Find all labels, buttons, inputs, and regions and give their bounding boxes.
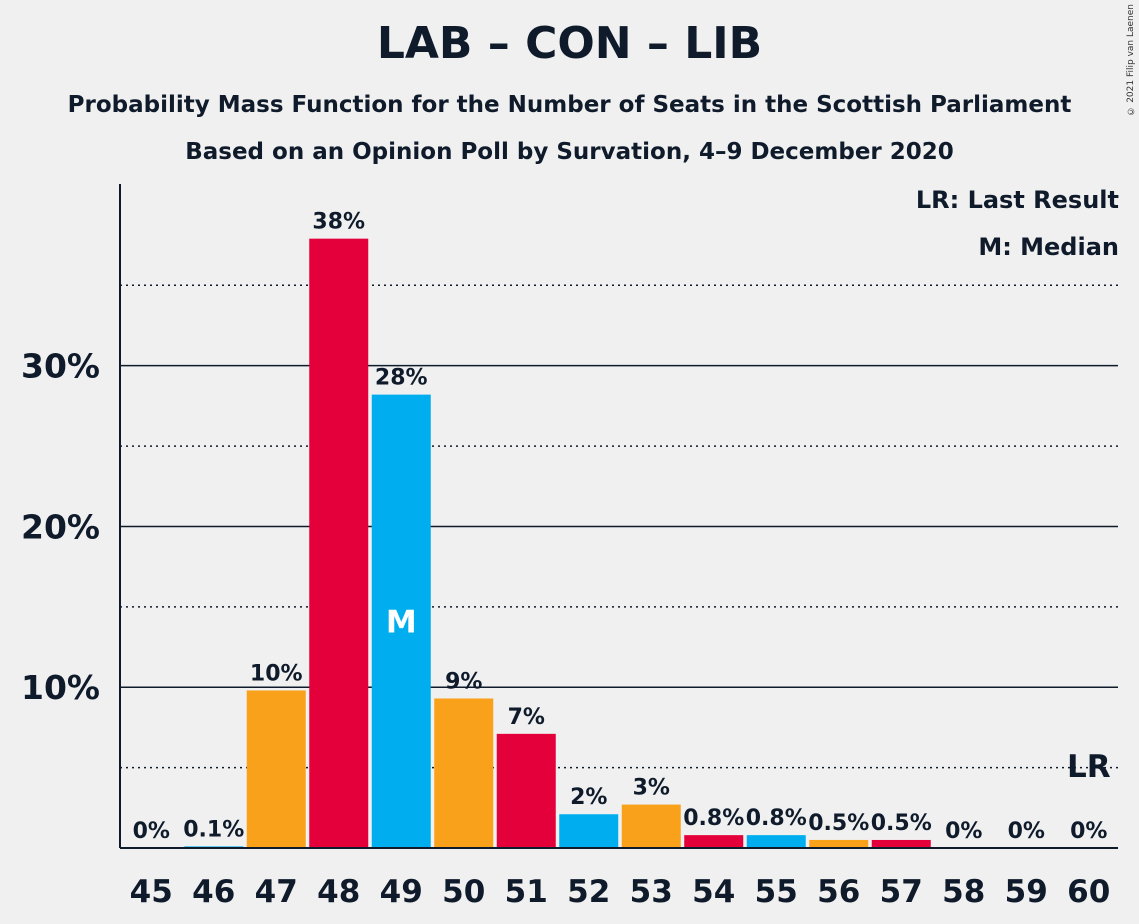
y-tick-label: 30%: [21, 347, 100, 386]
data-label-57: 0.5%: [871, 811, 932, 836]
data-label-46: 0.1%: [183, 817, 244, 842]
bar-52: [559, 814, 619, 848]
data-label-48: 38%: [312, 210, 365, 235]
x-tick-label-53: 53: [630, 874, 673, 910]
data-label-60: 0%: [1070, 819, 1107, 844]
chart-source: Based on an Opinion Poll by Survation, 4…: [185, 139, 954, 165]
median-marker: M: [386, 604, 417, 640]
x-tick-label-58: 58: [942, 874, 985, 910]
bar-51: [496, 733, 556, 848]
bar-56: [809, 839, 869, 848]
data-label-45: 0%: [133, 819, 170, 844]
x-tick-label-49: 49: [380, 874, 423, 910]
data-label-50: 9%: [445, 669, 482, 694]
bar-57: [871, 839, 931, 848]
x-tick-label-47: 47: [255, 874, 298, 910]
x-tick-label-55: 55: [755, 874, 798, 910]
data-label-55: 0.8%: [746, 806, 807, 831]
y-tick-label: 10%: [21, 668, 100, 707]
data-label-53: 3%: [633, 776, 670, 801]
x-tick-label-56: 56: [817, 874, 860, 910]
data-label-59: 0%: [1008, 819, 1045, 844]
bar-48: [309, 238, 369, 848]
last-result-marker: LR: [1067, 749, 1111, 785]
x-tick-label-52: 52: [567, 874, 610, 910]
data-label-47: 10%: [250, 661, 303, 686]
x-tick-label-45: 45: [130, 874, 173, 910]
x-tick-label-51: 51: [505, 874, 548, 910]
data-label-54: 0.8%: [683, 806, 744, 831]
data-label-49: 28%: [375, 366, 428, 391]
bar-54: [684, 835, 744, 848]
data-label-52: 2%: [570, 785, 607, 810]
data-label-51: 7%: [508, 705, 545, 730]
x-tick-label-57: 57: [880, 874, 923, 910]
chart-title: LAB – CON – LIB: [376, 18, 763, 69]
bar-50: [434, 698, 494, 848]
legend-median: M: Median: [978, 233, 1119, 261]
bar-47: [246, 690, 306, 848]
chart-subtitle: Probability Mass Function for the Number…: [67, 92, 1072, 118]
data-label-56: 0.5%: [808, 811, 869, 836]
x-tick-label-60: 60: [1067, 874, 1110, 910]
bar-49: [371, 394, 431, 848]
data-label-58: 0%: [945, 819, 982, 844]
legend-last-result: LR: Last Result: [915, 186, 1119, 214]
x-tick-label-59: 59: [1005, 874, 1048, 910]
bar-53: [621, 804, 681, 848]
y-tick-label: 20%: [21, 507, 100, 546]
x-tick-label-46: 46: [192, 874, 235, 910]
x-tick-label-50: 50: [442, 874, 485, 910]
x-tick-label-48: 48: [317, 874, 360, 910]
x-tick-label-54: 54: [692, 874, 735, 910]
bar-55: [746, 835, 806, 848]
